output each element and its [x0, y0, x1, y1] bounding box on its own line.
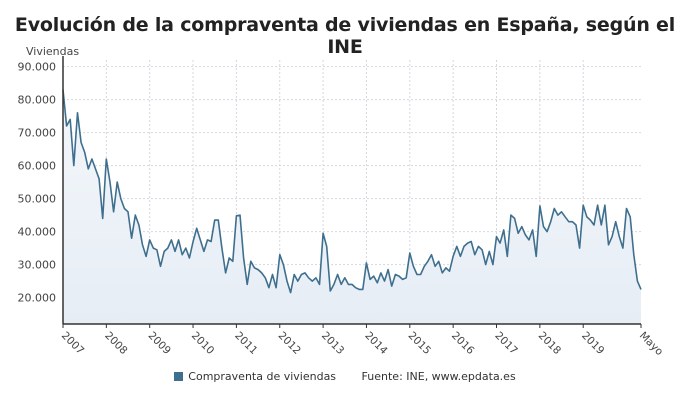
x-tick-label: 2012 [276, 330, 303, 357]
x-tick-label: 2015 [406, 330, 433, 357]
x-tick-label: 2018 [536, 330, 563, 357]
x-tick-label: 2016 [449, 330, 477, 358]
source-note: Fuente: INE, www.epdata.es [361, 370, 516, 383]
x-tick-label: 2007 [59, 330, 86, 357]
y-tick-label: 50.000 [18, 193, 57, 206]
x-tick-label: 2011 [232, 330, 259, 357]
x-tick-label: Mayo [637, 330, 665, 358]
y-tick-label: 30.000 [18, 259, 57, 272]
y-tick-label: 40.000 [18, 226, 57, 239]
y-tick-label: 80.000 [18, 94, 57, 107]
y-axis-label: Viviendas [26, 45, 80, 58]
y-tick-label: 60.000 [18, 160, 57, 173]
y-tick-label: 90.000 [18, 61, 57, 74]
legend: Compraventa de viviendas Fuente: INE, ww… [0, 370, 690, 383]
y-tick-label: 20.000 [18, 292, 57, 305]
x-tick-label: 2008 [102, 330, 129, 357]
y-tick-label: 70.000 [18, 127, 57, 140]
x-tick-label: 2019 [579, 330, 606, 357]
legend-swatch [174, 372, 184, 381]
x-tick-label: 2010 [189, 330, 216, 357]
series-line [62, 89, 642, 294]
x-tick-label: 2017 [492, 330, 519, 357]
series-area [63, 89, 641, 324]
x-tick-label: 2014 [362, 330, 390, 358]
x-tick-label: 2009 [146, 330, 173, 357]
x-tick-label: 2013 [319, 330, 346, 357]
legend-item[interactable]: Compraventa de viviendas [174, 370, 336, 383]
legend-label: Compraventa de viviendas [188, 370, 337, 383]
chart-title: Evolución de la compraventa de viviendas… [14, 14, 676, 58]
